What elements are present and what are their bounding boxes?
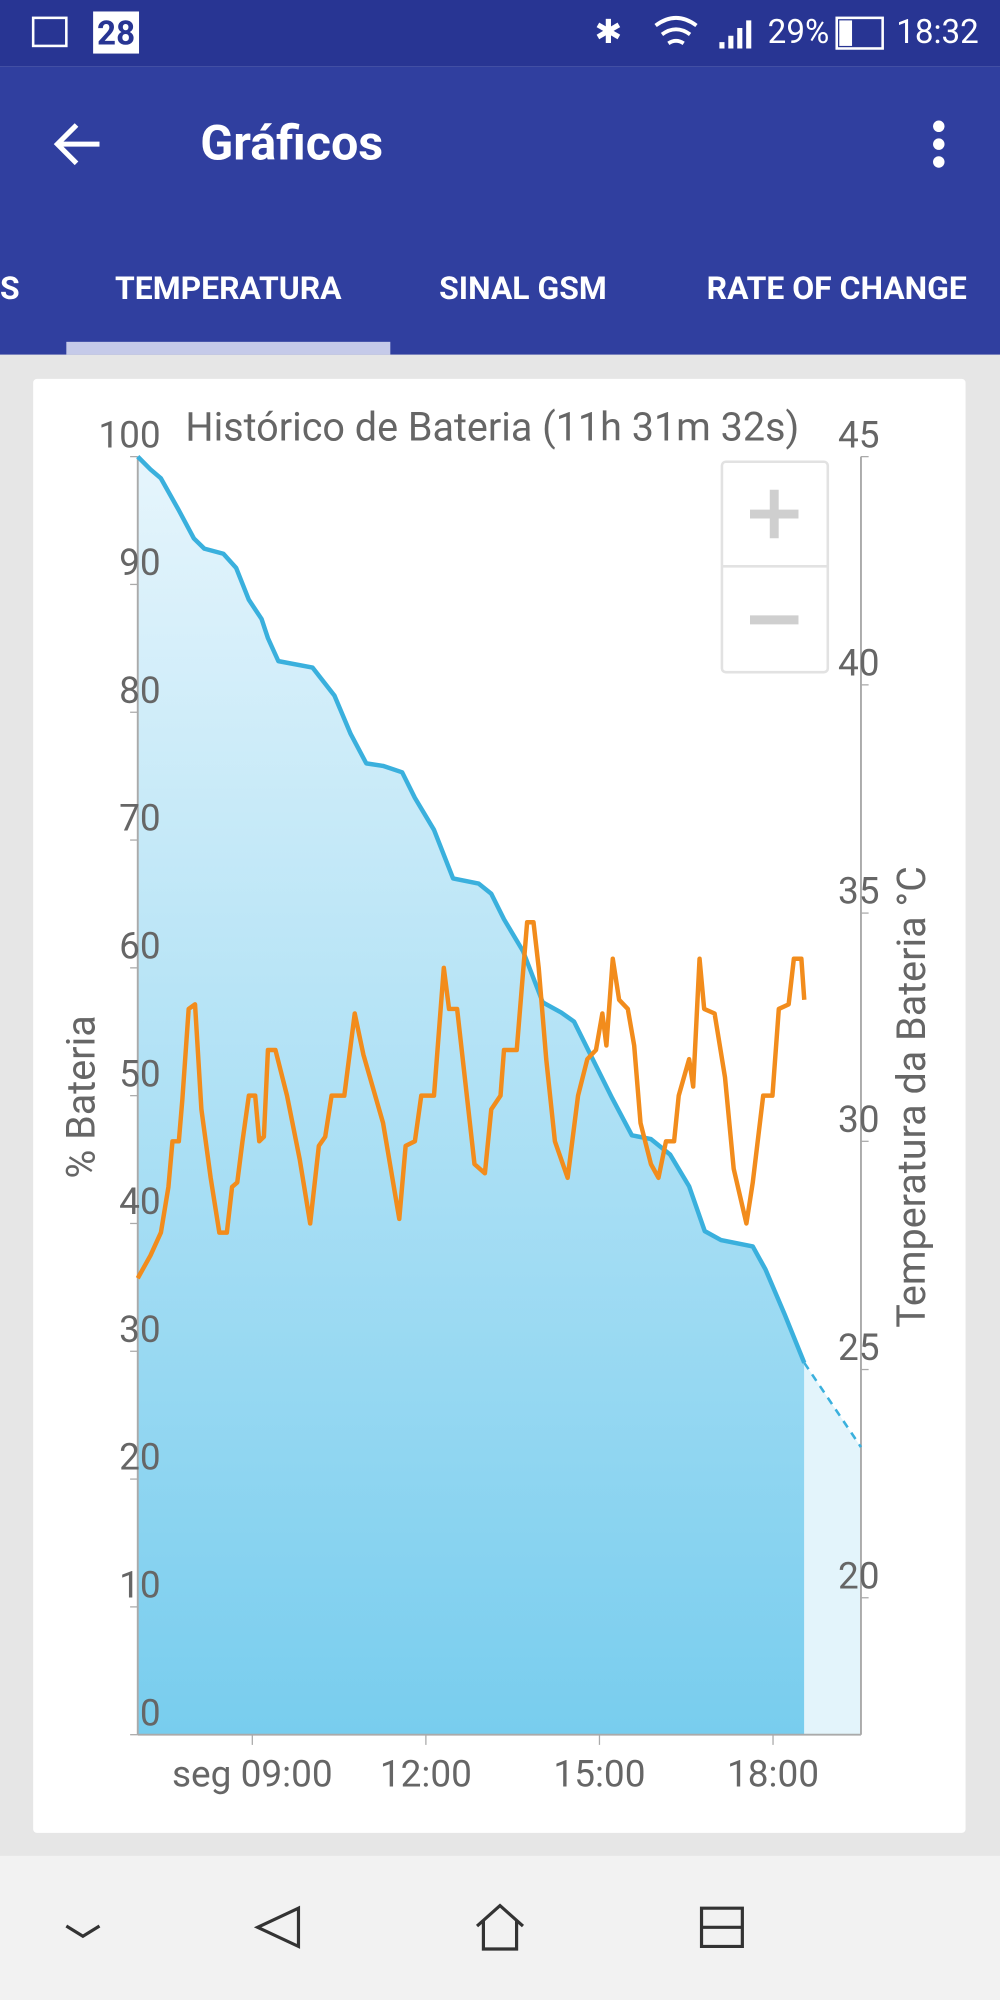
clock: 18:32 — [896, 13, 979, 52]
line — [803, 1362, 863, 1448]
x-tick-label: 15:00 — [553, 1754, 645, 1797]
nav-back-button[interactable] — [253, 1905, 301, 1949]
x-tick-label: seg 09:00 — [172, 1754, 333, 1797]
navigation-bar — [0, 1855, 1000, 2000]
y2-tick-label: 30 — [838, 1099, 880, 1142]
line — [135, 919, 807, 1280]
nav-home-button[interactable] — [475, 1903, 525, 1951]
chart: 0 10 20 30 40 50 60 70 80 90 100 20 25 30 35 40 45 seg 09… — [98, 414, 879, 1796]
battery-percent: 29% — [768, 13, 830, 52]
area — [804, 1362, 861, 1735]
x-tick-label: 12:00 — [380, 1754, 472, 1797]
signal-icon — [719, 20, 752, 49]
nav-down-button[interactable] — [65, 1924, 101, 1939]
tab[interactable]: S — [0, 269, 20, 307]
y2-tick-label: 20 — [838, 1555, 880, 1598]
nav-recents-button[interactable] — [699, 1906, 744, 1949]
bluetooth-icon: ✱ — [595, 13, 623, 52]
tab[interactable]: SINAL GSM — [439, 269, 607, 307]
y2-axis-label: Temperatura da Bateria °C — [888, 866, 935, 1328]
y-tick-label: 10 — [119, 1565, 161, 1608]
y2-tick-label: 35 — [838, 871, 880, 914]
y2-tick-label: 40 — [838, 642, 880, 685]
chart-title: Histórico de Bateria (11h 31m 32s) — [185, 403, 799, 450]
battery-icon — [835, 16, 884, 50]
tab[interactable]: TEMPERATURA — [115, 269, 342, 307]
calendar-date: 28 — [97, 14, 135, 53]
tab[interactable]: RATE OF CHANGE — [707, 269, 967, 307]
y2-tick-label: 25 — [838, 1327, 880, 1370]
y-tick-label: 30 — [119, 1309, 161, 1352]
status-bar — [0, 0, 1000, 67]
y-tick-label: 0 — [140, 1692, 161, 1735]
area — [137, 456, 805, 1735]
y-tick-label: 70 — [119, 798, 161, 841]
gallery-icon — [31, 16, 68, 48]
wifi-icon — [654, 15, 698, 46]
y-tick-label: 40 — [119, 1181, 161, 1224]
y-tick-label: 90 — [119, 542, 161, 585]
tab-indicator — [66, 341, 391, 355]
y-axis-label: % Bateria — [58, 1015, 105, 1178]
y-tick-label: 20 — [119, 1437, 161, 1480]
calendar-icon — [93, 11, 140, 54]
line — [136, 455, 807, 1364]
menu-button[interactable] — [933, 120, 945, 168]
back-button[interactable] — [53, 123, 100, 166]
y-tick-label: 50 — [119, 1053, 161, 1096]
app-bar — [0, 66, 1000, 355]
y-tick-label: 100 — [98, 414, 160, 457]
x-tick-label: 18:00 — [727, 1754, 819, 1797]
y-tick-label: 80 — [119, 670, 161, 713]
app-title: Gráficos — [200, 114, 383, 171]
y2-tick-label: 45 — [838, 414, 880, 457]
y-tick-label: 60 — [119, 925, 161, 968]
zoom-in-button[interactable] — [750, 489, 799, 539]
battery-level — [839, 20, 853, 46]
